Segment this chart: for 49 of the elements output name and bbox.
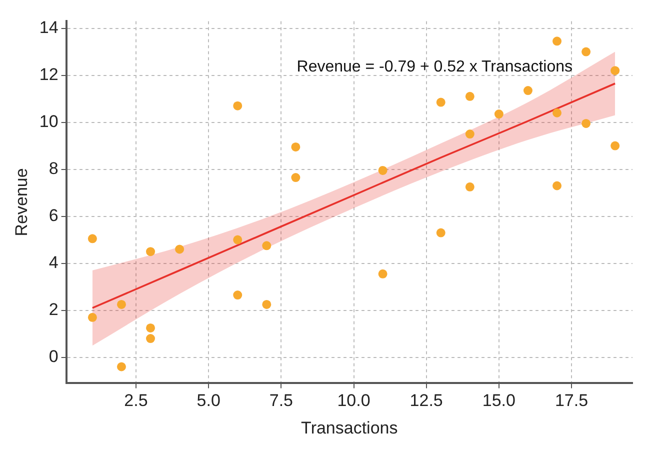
x-tick-label: 12.5: [410, 391, 443, 410]
point: [465, 130, 474, 139]
point: [465, 92, 474, 101]
point: [610, 66, 620, 76]
y-tick-label: 8: [48, 158, 58, 178]
y-tick-label: 4: [48, 253, 58, 272]
x-axis-title: Transactions: [301, 418, 398, 438]
point: [262, 300, 272, 309]
point: [465, 182, 474, 192]
y-tick-label: 12: [39, 64, 58, 84]
point: [436, 228, 446, 238]
y-tick-label: 6: [48, 206, 58, 225]
point: [378, 269, 388, 278]
y-tick-label: 14: [39, 18, 58, 37]
point: [378, 166, 388, 175]
y-axis-title: Revenue: [12, 168, 31, 236]
x-tick-label: 17.5: [554, 391, 588, 410]
annotation: Revenue = -0.79 + 0.52 x Transactions: [296, 58, 572, 76]
y-tick-label: 10: [39, 112, 58, 131]
x-tick-label: 7.5: [269, 391, 293, 410]
x-tick-label: 15.0: [482, 391, 516, 410]
point: [146, 323, 156, 332]
point: [582, 47, 591, 56]
point: [552, 108, 562, 118]
point: [494, 110, 504, 119]
point: [291, 173, 300, 182]
point: [582, 118, 591, 128]
point: [88, 234, 97, 244]
point: [291, 142, 300, 152]
point: [262, 241, 272, 250]
point: [88, 312, 97, 322]
x-tick-label: 10.0: [337, 391, 370, 410]
point: [233, 101, 242, 110]
point: [146, 247, 156, 256]
y-tick-label: 0: [48, 347, 58, 366]
point: [523, 86, 532, 96]
point: [146, 334, 156, 344]
point: [175, 244, 184, 254]
point: [552, 36, 562, 46]
point: [116, 362, 126, 372]
x-tick-label: 5.0: [196, 391, 220, 410]
y-tick-label: 2: [48, 300, 58, 320]
point: [436, 98, 446, 107]
point: [233, 290, 242, 300]
x-tick-label: 2.5: [124, 391, 148, 410]
point: [233, 235, 242, 244]
point: [116, 300, 126, 309]
point: [552, 181, 562, 190]
point: [610, 141, 620, 150]
